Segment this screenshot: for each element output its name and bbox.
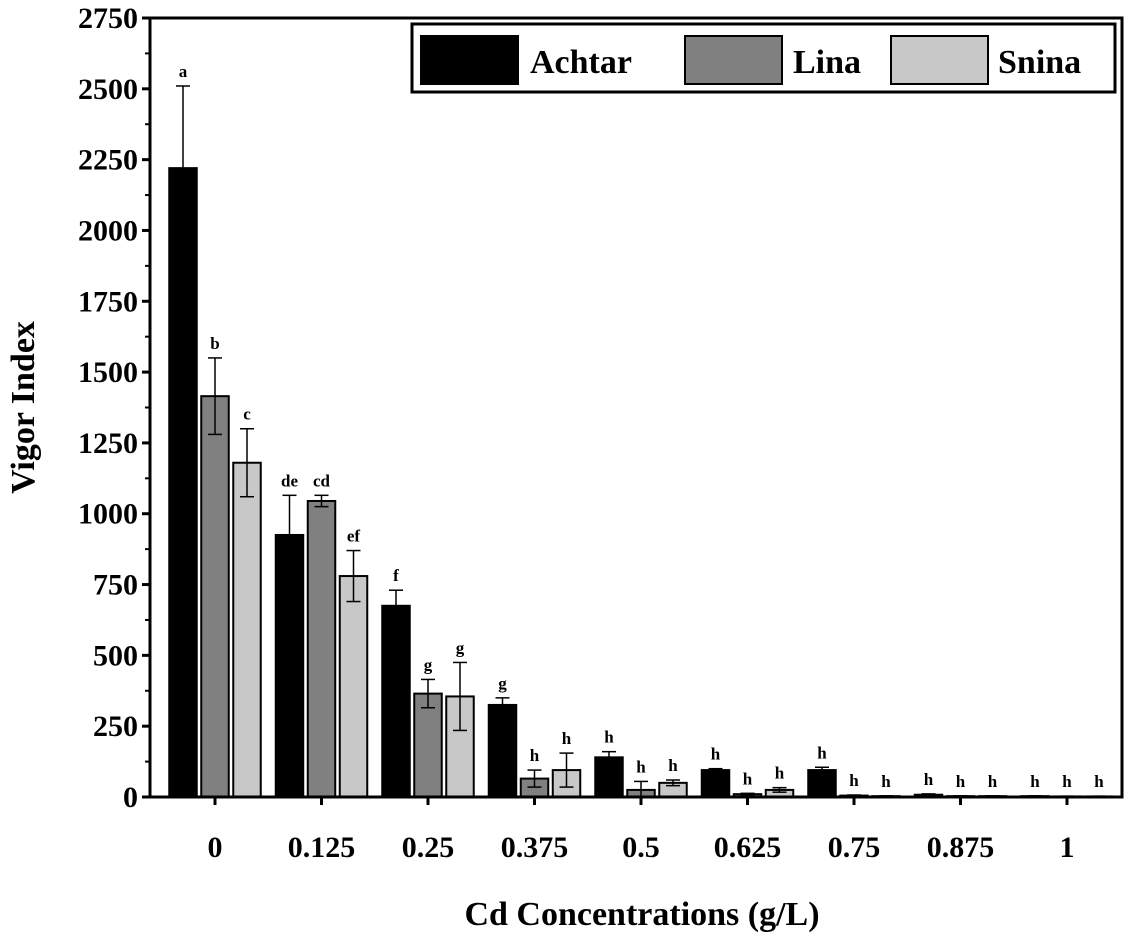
significance-letter: h (711, 745, 721, 764)
significance-letter: h (924, 770, 934, 789)
y-tick-label: 1250 (78, 427, 138, 460)
y-tick-label: 2250 (78, 144, 138, 177)
bar-achtar (168, 167, 198, 799)
significance-letter: h (817, 743, 827, 762)
significance-letter: g (498, 674, 507, 693)
y-tick-label: 500 (93, 639, 138, 672)
x-tick-label: 0.75 (828, 831, 881, 864)
significance-letter: f (393, 566, 399, 585)
legend-swatch-lina (684, 35, 783, 85)
bar-achtar (487, 703, 518, 798)
x-tick-label: 0.5 (622, 831, 660, 864)
significance-letter: a (179, 62, 188, 81)
x-tick-label: 0 (208, 831, 223, 864)
y-tick-label: 0 (123, 781, 138, 814)
significance-letter: h (956, 772, 966, 791)
significance-letter: b (210, 334, 219, 353)
plot-frame (148, 16, 1124, 799)
significance-letter: h (1030, 772, 1040, 791)
significance-letter: c (243, 405, 251, 424)
y-tick-label: 1500 (78, 356, 138, 389)
bar-achtar (807, 769, 837, 799)
bar-lina (200, 395, 230, 798)
significance-letter: h (743, 769, 753, 788)
tick-labels: 0 250 500 750 1000 1250 1500 1750 2000 2250 2500 27… (78, 2, 1104, 864)
significance-letter: g (456, 638, 465, 657)
bar-snina (232, 461, 262, 798)
legend-label-snina: Snina (998, 44, 1081, 81)
significance-letter: h (775, 764, 785, 783)
significance-letter: h (881, 772, 891, 791)
y-tick-label: 750 (93, 569, 138, 602)
bar-achtar (700, 769, 731, 799)
bar-lina (306, 499, 337, 798)
significance-letter: cd (313, 471, 331, 490)
y-tick-label: 250 (93, 710, 138, 743)
y-axis-title: Vigor Index (5, 321, 42, 494)
significance-letter: h (530, 746, 540, 765)
x-tick-label: 1 (1060, 831, 1075, 864)
significance-letter: g (424, 655, 433, 674)
significance-letter: ef (347, 527, 361, 546)
y-tick-label: 2000 (78, 214, 138, 247)
significance-letter: h (668, 756, 678, 775)
significance-letter: h (988, 772, 998, 791)
y-tick-label: 2750 (78, 2, 138, 35)
bar-lina (413, 692, 443, 799)
x-tick-label: 0.625 (714, 831, 782, 864)
x-tick-label: 0.875 (927, 831, 995, 864)
x-axis-title: Cd Concentrations (g/L) (464, 896, 819, 933)
x-tick-label: 0.125 (288, 831, 356, 864)
significance-letter: h (1062, 772, 1072, 791)
x-tick-label: 0.375 (501, 831, 569, 864)
bar-snina (338, 575, 369, 799)
significance-letter: de (281, 471, 298, 490)
legend-label-lina: Lina (793, 44, 861, 81)
legend: Achtar Lina Snina (410, 22, 1117, 94)
x-tick-label: 0.25 (402, 831, 455, 864)
y-tick-label: 1000 (78, 498, 138, 531)
significance-letter: h (849, 771, 859, 790)
legend-label-achtar: Achtar (530, 44, 632, 81)
legend-swatch-snina (890, 35, 989, 85)
significance-letter: h (636, 757, 646, 776)
significance-letter: h (1094, 772, 1104, 791)
bar-achtar (381, 604, 411, 798)
significance-letter: h (604, 728, 614, 747)
legend-swatch-achtar (420, 35, 519, 85)
y-tick-label: 2500 (78, 73, 138, 106)
bars (168, 85, 1114, 799)
y-tick-label: 1750 (78, 285, 138, 318)
significance-letter: h (562, 729, 572, 748)
